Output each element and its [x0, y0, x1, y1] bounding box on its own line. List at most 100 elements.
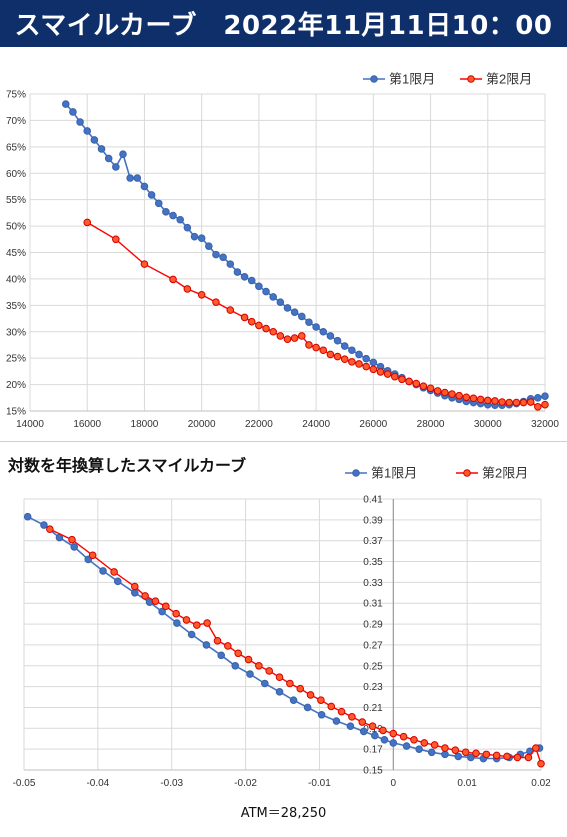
data-point-series-1	[104, 154, 113, 163]
x-tick-label: 24000	[302, 419, 330, 430]
atm-label: ATM＝28,250	[240, 806, 327, 821]
data-point-series-2	[379, 726, 387, 735]
data-point-series-1	[231, 661, 240, 670]
data-point-series-2	[433, 387, 442, 395]
y-tick-label: 0.31	[363, 599, 383, 610]
data-point-series-2	[193, 621, 201, 629]
y-tick-label: 0.17	[363, 745, 383, 756]
data-point-series-2	[88, 551, 97, 560]
x-tick-label: 26000	[359, 419, 387, 430]
data-point-series-2	[462, 393, 471, 402]
data-point-series-2	[298, 332, 306, 340]
y-tick-label: 0.39	[363, 515, 383, 526]
data-point-series-2	[112, 235, 120, 244]
data-point-series-1	[275, 688, 284, 696]
data-point-series-2	[426, 384, 435, 393]
data-point-series-2	[182, 616, 191, 624]
data-point-series-2	[541, 400, 549, 409]
data-point-series-2	[140, 260, 149, 268]
y-tick-label: 60%	[6, 169, 26, 180]
data-point-series-1	[534, 393, 542, 402]
data-point-series-2	[269, 327, 277, 336]
y-tick-label: 45%	[6, 248, 26, 259]
data-point-series-1	[247, 276, 256, 285]
x-tick-label: -0.04	[86, 778, 109, 789]
data-point-series-1	[219, 253, 227, 262]
y-tick-label: 0.23	[363, 682, 383, 693]
data-point-series-2	[505, 398, 514, 407]
data-point-series-2	[491, 397, 499, 405]
data-point-series-1	[140, 182, 149, 191]
data-point-series-1	[340, 342, 349, 350]
section-title-annualized: 対数を年換算したスマイルカーブ	[8, 456, 247, 475]
data-point-series-1	[326, 332, 335, 340]
data-point-series-2	[369, 365, 378, 374]
y-tick-label: 35%	[6, 301, 26, 312]
data-point-series-2	[405, 377, 413, 386]
data-point-series-2	[482, 750, 491, 759]
data-point-series-1	[298, 312, 306, 321]
data-point-series-2	[46, 525, 54, 534]
data-point-series-1	[154, 199, 163, 208]
y-tick-label: 0.15	[363, 766, 383, 777]
data-point-series-1	[113, 577, 122, 586]
y-tick-label: 75%	[6, 90, 26, 101]
data-point-series-1	[69, 108, 77, 116]
data-point-series-2	[519, 398, 528, 407]
data-point-series-2	[469, 394, 478, 403]
x-tick-label: 16000	[73, 419, 101, 430]
data-point-series-2	[141, 592, 149, 600]
data-point-series-1	[197, 234, 206, 243]
legend-label-2: 第2限月	[482, 466, 528, 481]
data-point-series-1	[355, 350, 363, 359]
data-point-series-2	[275, 673, 284, 682]
data-point-series-2	[244, 655, 253, 664]
data-point-series-2	[348, 358, 356, 366]
annualized-smile-curve-chart: -0.05 -0.04 -0.03 -0.02 -0.01 0 0.01 0.02 0.15 0.…	[13, 466, 552, 790]
data-point-series-2	[255, 321, 263, 330]
data-point-series-2	[376, 368, 385, 376]
data-point-series-2	[532, 744, 540, 752]
y-tick-label: 70%	[6, 116, 26, 127]
smile-curve-chart: 14000 16000 18000 20000 22000 24000 26000 28000…	[6, 72, 559, 431]
data-point-series-2	[355, 360, 363, 368]
y-tick-label: 0.41	[363, 495, 383, 506]
data-point-series-2	[283, 335, 292, 343]
title-banner: スマイルカーブ 2022年11月11日10：00	[0, 0, 567, 47]
data-point-series-1	[83, 127, 92, 135]
data-point-series-1	[427, 748, 436, 757]
data-point-series-2	[212, 298, 220, 306]
data-point-series-2	[476, 395, 485, 404]
x-tick-label: 28000	[417, 419, 445, 430]
x-tick-label: -0.03	[160, 778, 183, 789]
x-tick-label: 20000	[188, 419, 216, 430]
data-point-series-1	[176, 215, 185, 224]
data-point-series-2	[151, 597, 160, 605]
data-point-series-2	[441, 388, 449, 397]
data-point-series-1	[187, 630, 196, 639]
data-point-series-2	[534, 402, 542, 411]
data-point-series-1	[97, 145, 106, 153]
data-point-series-1	[312, 323, 320, 331]
legend-marker-1	[370, 75, 378, 83]
data-point-series-1	[233, 268, 242, 276]
legend-marker-1	[352, 469, 360, 477]
data-point-series-2	[358, 718, 367, 726]
data-point-series-2	[492, 751, 501, 760]
data-point-series-2	[398, 375, 406, 384]
data-point-series-2	[276, 332, 285, 340]
data-point-series-2	[368, 722, 377, 731]
data-point-series-2	[399, 732, 408, 741]
y-tick-label: 15%	[6, 407, 26, 418]
data-point-series-2	[286, 679, 294, 688]
data-point-series-2	[472, 749, 480, 758]
data-point-series-2	[305, 341, 313, 349]
data-point-series-2	[312, 343, 320, 352]
data-point-series-1	[369, 358, 378, 367]
data-point-series-1	[61, 100, 70, 108]
data-point-series-1	[202, 641, 211, 649]
data-point-series-1	[454, 752, 463, 761]
data-point-series-2	[224, 642, 232, 650]
data-point-series-1	[541, 392, 549, 401]
data-point-series-2	[226, 306, 235, 314]
